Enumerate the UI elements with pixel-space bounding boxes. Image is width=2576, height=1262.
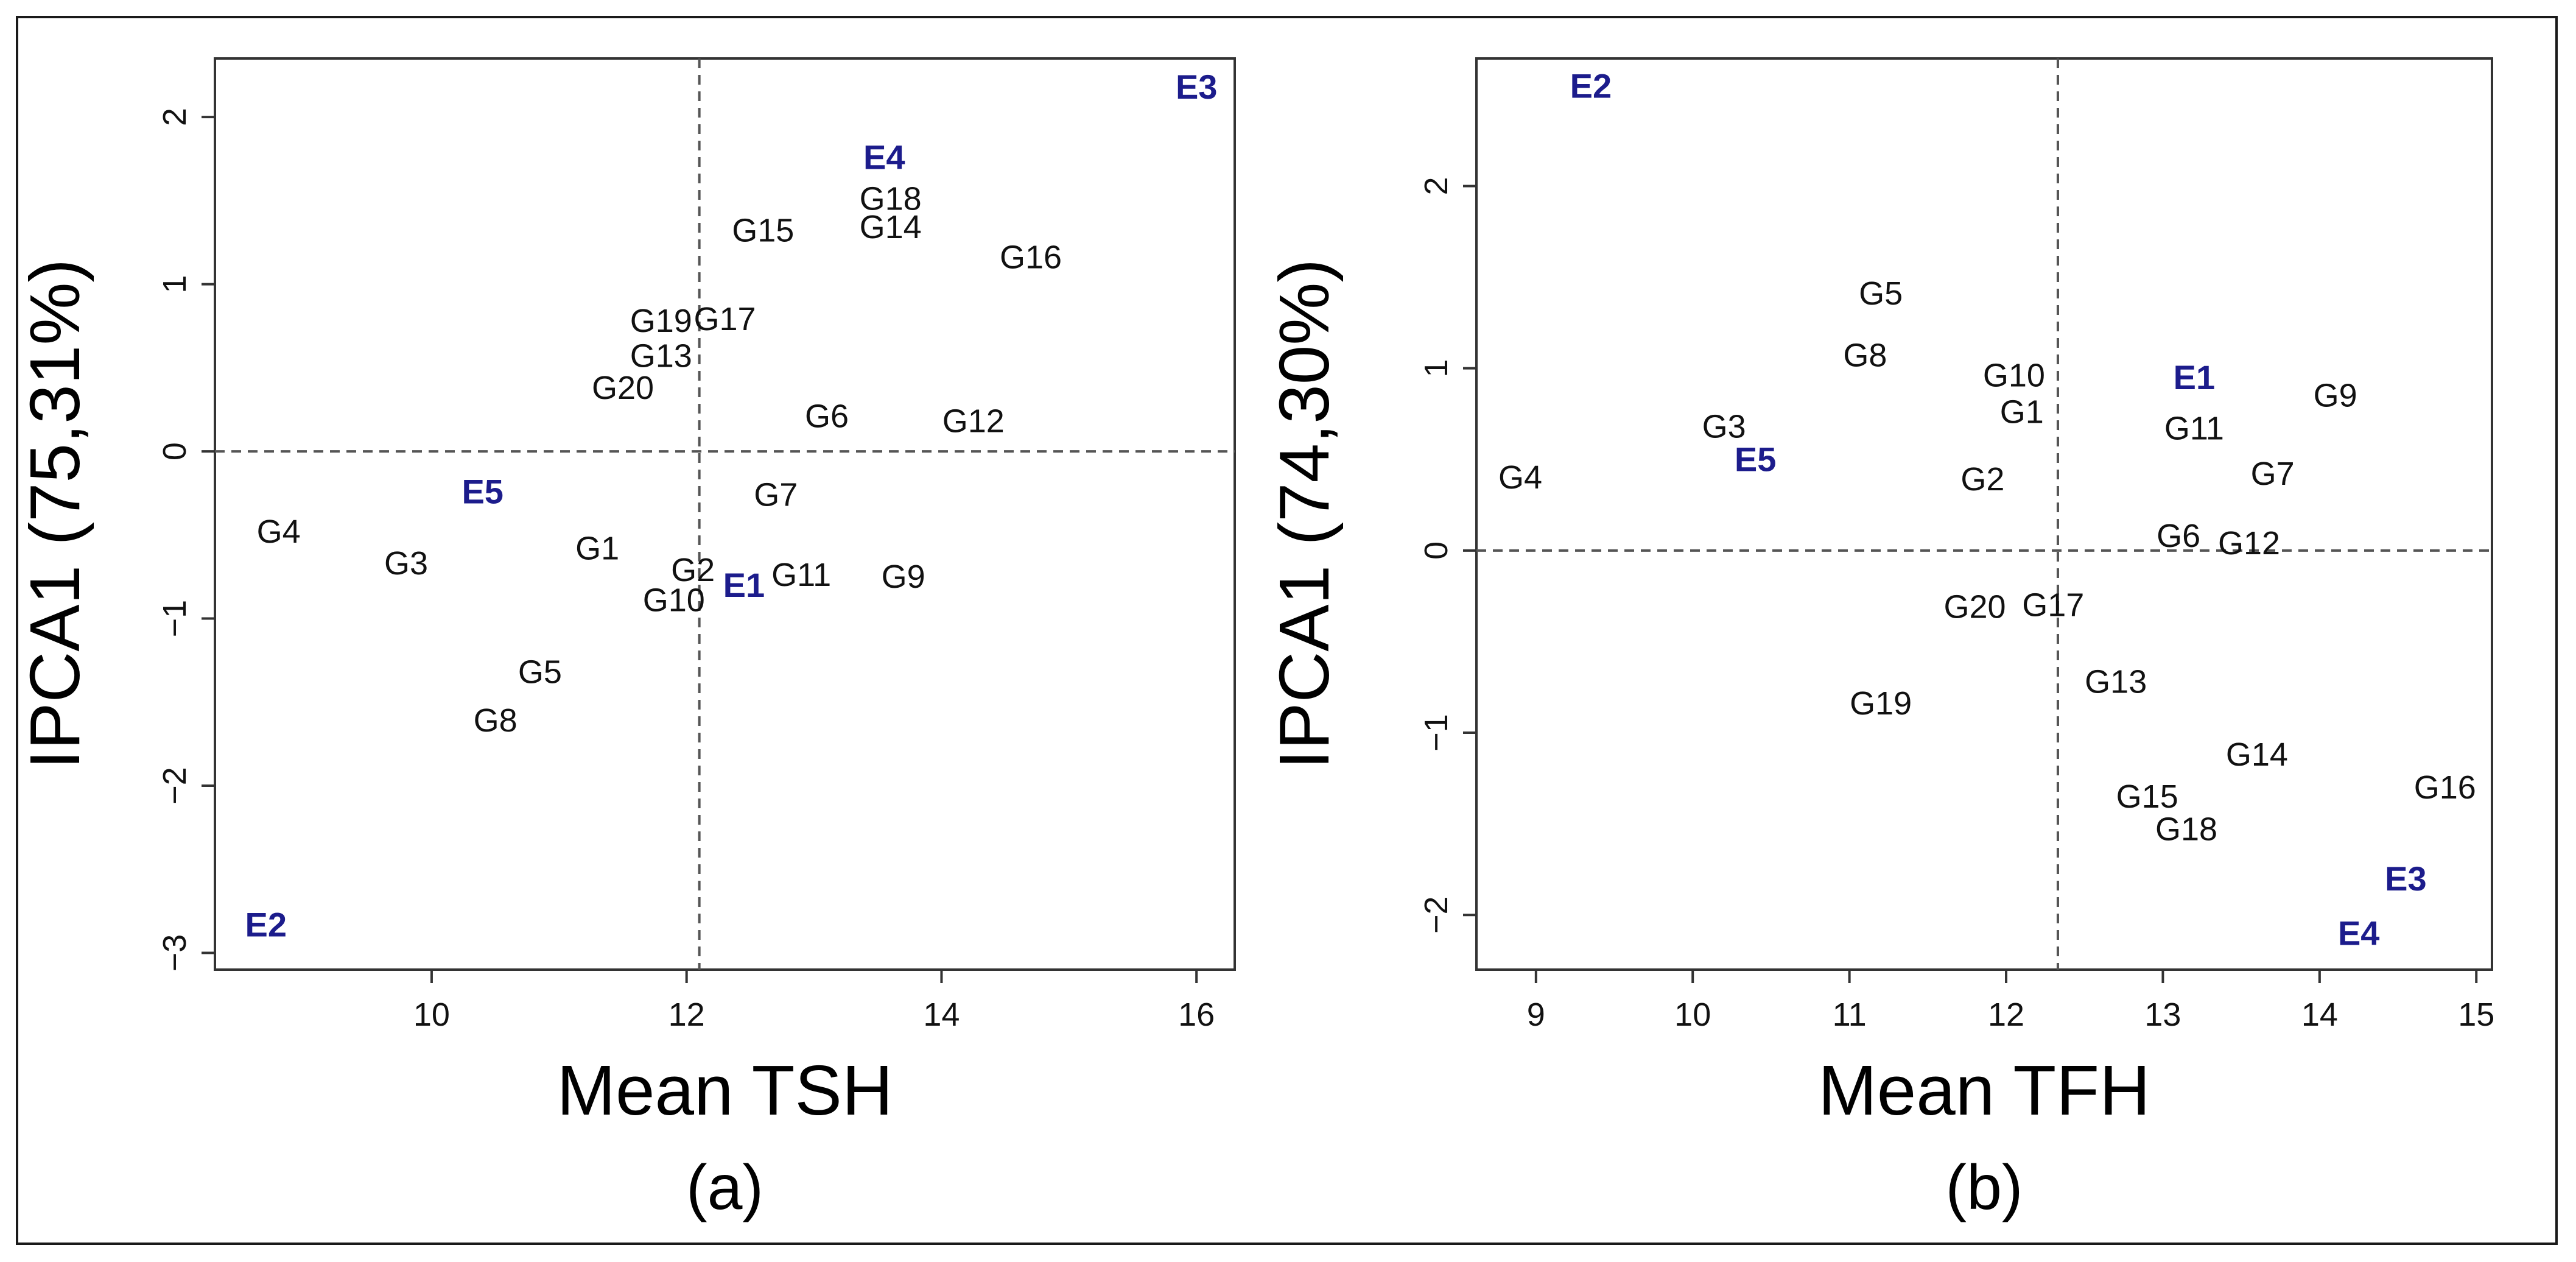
panel-label: (b) — [1945, 1152, 2023, 1223]
genotype-point-g5: G5 — [518, 654, 562, 690]
x-tick-label: 14 — [923, 996, 960, 1033]
x-tick-label: 9 — [1527, 996, 1545, 1033]
panel-label: (a) — [686, 1152, 763, 1223]
environment-point-e1: E1 — [2174, 358, 2216, 397]
plot-area — [1475, 57, 2493, 971]
genotype-point-g10: G10 — [643, 582, 705, 618]
genotype-point-g2: G2 — [1960, 461, 2004, 498]
environment-point-e4: E4 — [2338, 914, 2380, 953]
x-tick-label: 15 — [2458, 996, 2494, 1033]
genotype-point-g11: G11 — [2164, 410, 2224, 446]
genotype-point-g13: G13 — [630, 338, 692, 375]
genotype-point-g3: G3 — [1702, 408, 1746, 445]
environment-point-e2: E2 — [245, 905, 287, 943]
y-tick-label: 2 — [156, 108, 193, 126]
y-tick-label: 0 — [1418, 541, 1455, 560]
genotype-point-g14: G14 — [860, 209, 922, 245]
genotype-point-g19: G19 — [1850, 685, 1912, 722]
genotype-point-g12: G12 — [942, 403, 1005, 440]
genotype-point-g9: G9 — [882, 559, 925, 595]
genotype-point-g9: G9 — [2314, 378, 2357, 414]
y-tick-label: 0 — [156, 442, 193, 460]
genotype-point-g15: G15 — [732, 213, 794, 249]
y-tick-label: −2 — [156, 767, 193, 805]
genotype-point-g18: G18 — [860, 181, 922, 217]
y-tick-label: 2 — [1418, 177, 1455, 195]
genotype-point-g17: G17 — [693, 301, 756, 337]
genotype-point-g18: G18 — [2155, 811, 2217, 848]
environment-point-e2: E2 — [1570, 66, 1612, 105]
genotype-point-g1: G1 — [575, 530, 619, 566]
genotype-point-g20: G20 — [592, 370, 654, 406]
y-tick-label: −2 — [1418, 896, 1455, 934]
x-axis-title: Mean TFH — [1818, 1051, 2150, 1130]
genotype-point-g6: G6 — [805, 398, 849, 434]
plot-area — [214, 57, 1236, 971]
genotype-point-g19: G19 — [630, 303, 692, 339]
genotype-point-g4: G4 — [1498, 459, 1542, 496]
genotype-point-g6: G6 — [2157, 518, 2200, 554]
y-tick-label: −1 — [1418, 714, 1455, 752]
genotype-point-g3: G3 — [384, 545, 428, 582]
y-axis-title: IPCA1 (74,30%) — [1265, 259, 1344, 769]
genotype-point-g8: G8 — [1843, 337, 1887, 374]
figure-frame — [16, 16, 2558, 1245]
environment-point-e4: E4 — [863, 138, 905, 176]
genotype-point-g16: G16 — [2414, 769, 2476, 806]
environment-point-e5: E5 — [462, 472, 504, 510]
genotype-point-g2: G2 — [671, 552, 715, 588]
x-tick-label: 12 — [1988, 996, 2024, 1033]
genotype-point-g11: G11 — [771, 557, 831, 593]
x-axis-title: Mean TSH — [556, 1051, 893, 1130]
x-tick-label: 11 — [1833, 996, 1867, 1033]
genotype-point-g5: G5 — [1859, 275, 1903, 312]
y-axis-title: IPCA1 (75,31%) — [15, 259, 94, 769]
y-tick-label: −1 — [156, 600, 193, 638]
genotype-point-g16: G16 — [1000, 239, 1062, 276]
genotype-point-g4: G4 — [257, 513, 301, 550]
x-tick-label: 10 — [413, 996, 450, 1033]
x-tick-label: 10 — [1674, 996, 1711, 1033]
x-tick-label: 13 — [2144, 996, 2181, 1033]
genotype-point-g10: G10 — [1983, 358, 2045, 394]
x-tick-label: 12 — [669, 996, 705, 1033]
x-tick-label: 14 — [2301, 996, 2338, 1033]
genotype-point-g20: G20 — [1944, 589, 2006, 626]
y-tick-label: −3 — [156, 934, 193, 972]
environment-point-e5: E5 — [1735, 440, 1777, 479]
environment-point-e1: E1 — [723, 566, 765, 604]
genotype-point-g12: G12 — [2218, 525, 2280, 562]
genotype-point-g7: G7 — [754, 476, 798, 513]
x-tick-label: 16 — [1178, 996, 1215, 1033]
genotype-point-g1: G1 — [2000, 393, 2044, 430]
y-tick-label: 1 — [1418, 359, 1455, 378]
genotype-point-g7: G7 — [2251, 456, 2295, 492]
y-tick-label: 1 — [156, 275, 193, 294]
environment-point-e3: E3 — [1176, 68, 1218, 106]
environment-point-e3: E3 — [2385, 859, 2427, 898]
genotype-point-g8: G8 — [474, 702, 518, 739]
genotype-point-g15: G15 — [2116, 778, 2178, 815]
genotype-point-g14: G14 — [2226, 736, 2288, 773]
genotype-point-g13: G13 — [2085, 663, 2147, 700]
genotype-point-g17: G17 — [2022, 587, 2084, 624]
